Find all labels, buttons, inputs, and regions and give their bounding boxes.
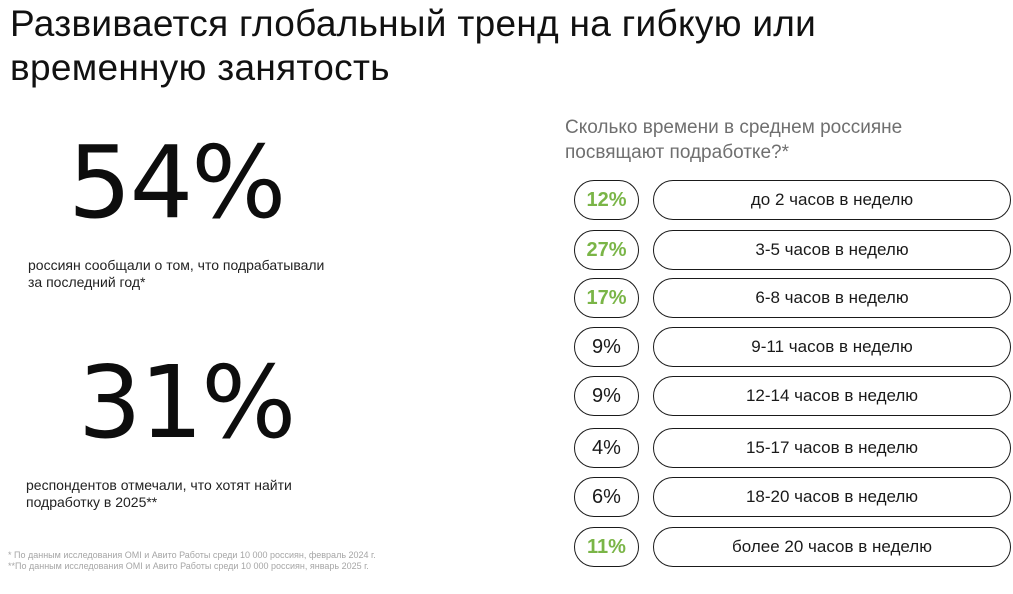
- question-line2: посвящают подработке?*: [565, 142, 789, 163]
- percent-pill: 4%: [574, 428, 639, 468]
- stat-54-caption-line2: за последний год*: [28, 274, 146, 290]
- hours-label-pill: 18-20 часов в неделю: [653, 477, 1011, 517]
- hours-label-pill: 12-14 часов в неделю: [653, 376, 1011, 416]
- percent-pill: 12%: [574, 180, 639, 220]
- question-heading: Сколько времени в среднем россияне посвя…: [565, 115, 1010, 165]
- footnote-2: **По данным исследования OMI и Авито Раб…: [8, 561, 369, 571]
- hours-label-pill: более 20 часов в неделю: [653, 527, 1011, 567]
- hours-label-pill: 15-17 часов в неделю: [653, 428, 1011, 468]
- question-line1: Сколько времени в среднем россияне: [565, 117, 903, 138]
- percent-pill: 6%: [574, 477, 639, 517]
- stat-31-caption: респондентов отмечали, что хотят найти п…: [26, 477, 406, 511]
- percent-pill: 27%: [574, 230, 639, 270]
- percent-pill: 11%: [574, 527, 639, 567]
- hours-row: 9% 9-11 часов в неделю: [574, 327, 1012, 369]
- hours-row: 6% 18-20 часов в неделю: [574, 477, 1012, 519]
- footnotes: * По данным исследования OMI и Авито Раб…: [8, 550, 488, 572]
- hours-row: 4% 15-17 часов в неделю: [574, 428, 1012, 470]
- hours-label-pill: до 2 часов в неделю: [653, 180, 1011, 220]
- hours-label-pill: 3-5 часов в неделю: [653, 230, 1011, 270]
- hours-row: 9% 12-14 часов в неделю: [574, 376, 1012, 418]
- stat-54-value: 54%: [68, 124, 286, 241]
- percent-pill: 9%: [574, 376, 639, 416]
- page-title: Развивается глобальный тренд на гибкую и…: [10, 3, 817, 88]
- footnote-1: * По данным исследования OMI и Авито Раб…: [8, 550, 376, 560]
- stat-54-caption-line1: россиян сообщали о том, что подрабатывал…: [28, 257, 325, 273]
- hours-row: 17% 6-8 часов в неделю: [574, 278, 1012, 320]
- stat-31-caption-line2: подработку в 2025**: [26, 494, 158, 510]
- percent-pill: 17%: [574, 278, 639, 318]
- percent-pill: 9%: [574, 327, 639, 367]
- stat-54-caption: россиян сообщали о том, что подрабатывал…: [28, 257, 408, 291]
- hours-row: 11% более 20 часов в неделю: [574, 527, 1012, 569]
- hours-row: 27% 3-5 часов в неделю: [574, 230, 1012, 272]
- hours-label-pill: 6-8 часов в неделю: [653, 278, 1011, 318]
- stat-31-value: 31%: [78, 344, 296, 461]
- hours-label-pill: 9-11 часов в неделю: [653, 327, 1011, 367]
- stat-31-caption-line1: респондентов отмечали, что хотят найти: [26, 477, 292, 493]
- hours-row: 12% до 2 часов в неделю: [574, 180, 1012, 222]
